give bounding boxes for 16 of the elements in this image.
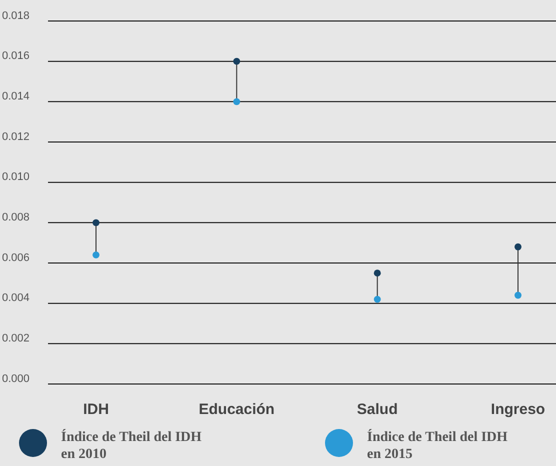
x-tick-label: Ingreso: [490, 401, 546, 418]
y-tick-label: 0.012: [2, 130, 30, 143]
x-tick-label: Educación: [198, 401, 275, 418]
y-tick-label: 0.016: [2, 50, 30, 62]
legend-label: Índice de Theil del IDH en 2015: [367, 428, 508, 462]
y-tick-label: 0.010: [2, 171, 30, 184]
y-tick-label: 0.014: [2, 90, 30, 102]
y-tick-label: 0.000: [2, 372, 30, 385]
y-tick-label: 0.004: [2, 292, 30, 304]
y-tick-label: 0.018: [2, 10, 30, 22]
y-tick-label: 0.002: [2, 332, 30, 344]
x-tick-label: IDH: [83, 401, 109, 418]
legend-label: Índice de Theil del IDH en 2010: [61, 428, 202, 462]
x-tick-label: Salud: [356, 401, 398, 418]
y-tick-label: 0.006: [2, 252, 30, 264]
y-tick-label: 0.008: [2, 211, 30, 224]
